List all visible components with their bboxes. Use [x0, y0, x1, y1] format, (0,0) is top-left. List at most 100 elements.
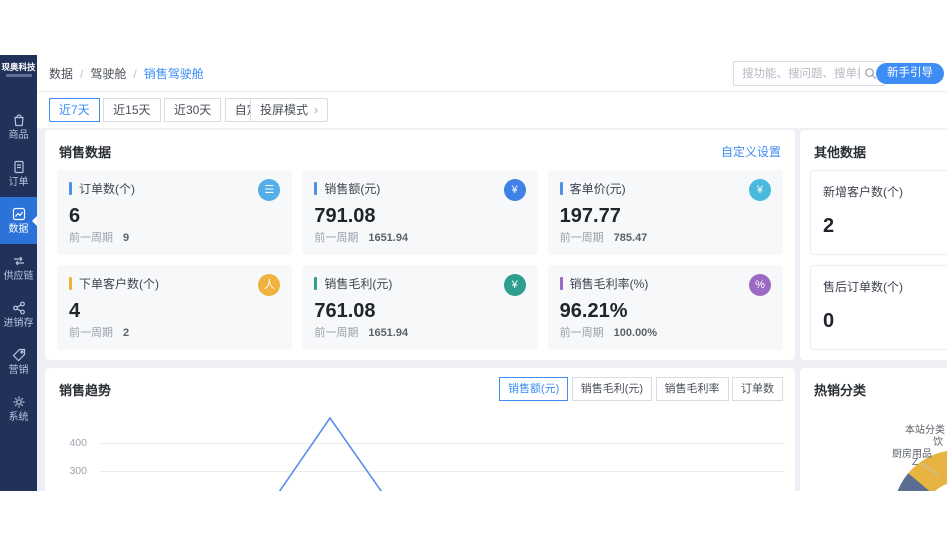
topbar: 数据 驾驶舱 销售驾驶舱 新手引导	[37, 55, 947, 92]
pie-label-site-category: 本站分类	[905, 425, 945, 436]
cast-mode-button[interactable]: 投屏模式	[250, 98, 329, 122]
stat-card-value: 791.08	[314, 205, 376, 227]
sidebar-item-inventory[interactable]: 进销存	[0, 291, 37, 338]
card-accent-bar	[69, 182, 72, 195]
stat-card-value: 0	[823, 310, 835, 332]
stat-card-label: 销售毛利(元)	[324, 277, 393, 291]
sales-trend-panel: 销售趋势 销售额(元) 销售毛利(元) 销售毛利率 订单数 400 300	[45, 368, 795, 491]
sidebar-item-supply-chain[interactable]: 供应链	[0, 244, 37, 291]
stat-card-label: 新增客户数(个)	[823, 185, 903, 199]
stat-card-label: 客单价(元)	[569, 182, 626, 196]
sidebar-item-orders[interactable]: 订单	[0, 150, 37, 197]
stat-card-value: 197.77	[559, 205, 621, 227]
y-axis-tick: 400	[69, 437, 87, 449]
tab-profit-rate[interactable]: 销售毛利率	[655, 377, 729, 401]
sidebar-item-goods[interactable]: 商品	[0, 103, 37, 150]
previous-period: 前一周期 100.00%	[559, 327, 658, 339]
avg-order-value-icon: ¥	[748, 179, 771, 201]
previous-period: 前一周期 1651.94	[314, 327, 409, 339]
stat-card-label: 售后订单数(个)	[823, 280, 903, 294]
brand-logo: 现奥科技	[1, 62, 36, 72]
card-accent-bar	[314, 277, 318, 290]
other-panel-title: 其他数据	[814, 145, 867, 160]
stat-card-label: 销售毛利率(%)	[569, 277, 649, 291]
gridline-400	[100, 443, 785, 444]
system-gear-icon	[11, 394, 27, 410]
pie-label-z: Z	[912, 457, 919, 468]
trend-panel-title: 销售趋势	[59, 383, 112, 398]
pie-label-drinks: 饮	[933, 437, 943, 448]
stat-card-value: 761.08	[314, 300, 376, 322]
tab-gross-profit[interactable]: 销售毛利(元)	[571, 377, 653, 401]
sidebar-item-label: 进销存	[3, 318, 34, 329]
search-input[interactable]	[742, 62, 860, 85]
range-15d-button[interactable]: 近15天	[103, 98, 161, 122]
range-30d-button[interactable]: 近30天	[163, 98, 222, 122]
category-panel-title: 热销分类	[814, 383, 867, 398]
sidebar-item-system[interactable]: 系统	[0, 385, 37, 432]
custom-settings-link[interactable]: 自定义设置	[720, 145, 781, 159]
card-accent-bar	[559, 277, 563, 290]
profit-rate-icon: %	[748, 274, 771, 296]
y-axis-tick: 300	[69, 465, 87, 477]
breadcrumb-data[interactable]: 数据	[49, 67, 74, 81]
order-count-icon: ☰	[258, 179, 281, 201]
stat-card-customer-count: 下单客户数(个) 人 4 前一周期 2	[57, 265, 293, 350]
range-7d-button[interactable]: 近7天	[49, 98, 100, 122]
newbie-guide-button[interactable]: 新手引导	[876, 63, 944, 84]
sidebar-nav: 商品 订单 数据 供应链 进销存	[0, 103, 37, 432]
stat-card-value: 96.21%	[559, 300, 628, 322]
other-data-panel: 其他数据 新增客户数(个) 2 售后订单数(个) 0	[800, 130, 947, 360]
search-icon[interactable]	[863, 66, 878, 86]
sidebar-item-label: 商品	[8, 130, 29, 141]
pie-label-kitchen: 厨房用品	[892, 449, 932, 460]
stat-card-value: 6	[69, 205, 81, 227]
sales-amount-icon: ¥	[503, 179, 526, 201]
stat-card-sales-amount: 销售额(元) ¥ 791.08 前一周期 1651.94	[302, 170, 538, 255]
tab-order-count[interactable]: 订单数	[732, 377, 783, 401]
card-accent-bar	[314, 182, 318, 195]
previous-period: 前一周期 9	[69, 232, 130, 244]
customer-count-icon: 人	[258, 274, 281, 296]
stat-cards-grid: 订单数(个) ☰ 6 前一周期 9 销售额(元) ¥ 791.08 前一周期 165…	[57, 170, 783, 350]
sidebar-item-label: 订单	[8, 177, 29, 188]
card-accent-bar	[69, 277, 72, 290]
stat-card-order-count: 订单数(个) ☰ 6 前一周期 9	[57, 170, 293, 255]
previous-period: 前一周期 785.47	[559, 232, 648, 244]
sidebar-item-data[interactable]: 数据	[0, 197, 37, 244]
gridline-300	[100, 471, 785, 472]
data-chart-icon	[11, 206, 27, 222]
stat-card-gross-profit: 销售毛利(元) ¥ 761.08 前一周期 1651.94	[302, 265, 538, 350]
stat-card-aftersale-orders: 售后订单数(个) 0	[810, 265, 947, 350]
card-accent-bar	[559, 182, 563, 195]
stat-card-new-customers: 新增客户数(个) 2	[810, 170, 947, 255]
sidebar-item-label: 数据	[8, 224, 29, 235]
sidebar-item-label: 系统	[8, 412, 29, 423]
sidebar-item-marketing[interactable]: 营销	[0, 338, 37, 385]
global-search	[733, 61, 885, 86]
breadcrumb-cockpit[interactable]: 驾驶舱	[73, 65, 126, 82]
sidebar-item-label: 营销	[8, 365, 29, 376]
breadcrumb-sales-cockpit[interactable]: 销售驾驶舱	[126, 65, 204, 82]
dashboard-content: 销售数据 自定义设置 订单数(个) ☰ 6 前一周期 9 销售额(元) ¥ 791…	[37, 128, 947, 491]
pie-leader-lines	[921, 463, 941, 477]
main-area: 数据 驾驶舱 销售驾驶舱 新手引导 近7天 近15天 近30天 自定义日期 投屏…	[37, 55, 947, 491]
hot-categories-panel: 热销分类 本站分类 饮 厨房用品 Z	[800, 368, 947, 491]
stat-card-label: 订单数(个)	[79, 182, 135, 196]
orders-file-icon	[11, 159, 27, 175]
goods-bag-icon	[11, 112, 27, 128]
date-filter-row: 近7天 近15天 近30天 自定义日期 投屏模式	[37, 92, 947, 128]
gross-profit-icon: ¥	[503, 274, 526, 296]
app-window: 现奥科技 商品 订单 数据 供应链	[0, 55, 947, 491]
stat-card-value: 4	[69, 300, 81, 322]
sales-data-panel: 销售数据 自定义设置 订单数(个) ☰ 6 前一周期 9 销售额(元) ¥ 791…	[45, 130, 795, 360]
stat-card-label: 销售额(元)	[324, 182, 381, 196]
sidebar: 现奥科技 商品 订单 数据 供应链	[0, 55, 37, 491]
breadcrumb: 数据 驾驶舱 销售驾驶舱	[49, 55, 204, 92]
stat-card-avg-order-value: 客单价(元) ¥ 197.77 前一周期 785.47	[547, 170, 783, 255]
supply-chain-icon	[11, 253, 27, 269]
trend-metric-tabs: 销售额(元) 销售毛利(元) 销售毛利率 订单数	[498, 377, 783, 401]
previous-period: 前一周期 1651.94	[314, 232, 409, 244]
tab-sales-amount[interactable]: 销售额(元)	[498, 377, 569, 401]
